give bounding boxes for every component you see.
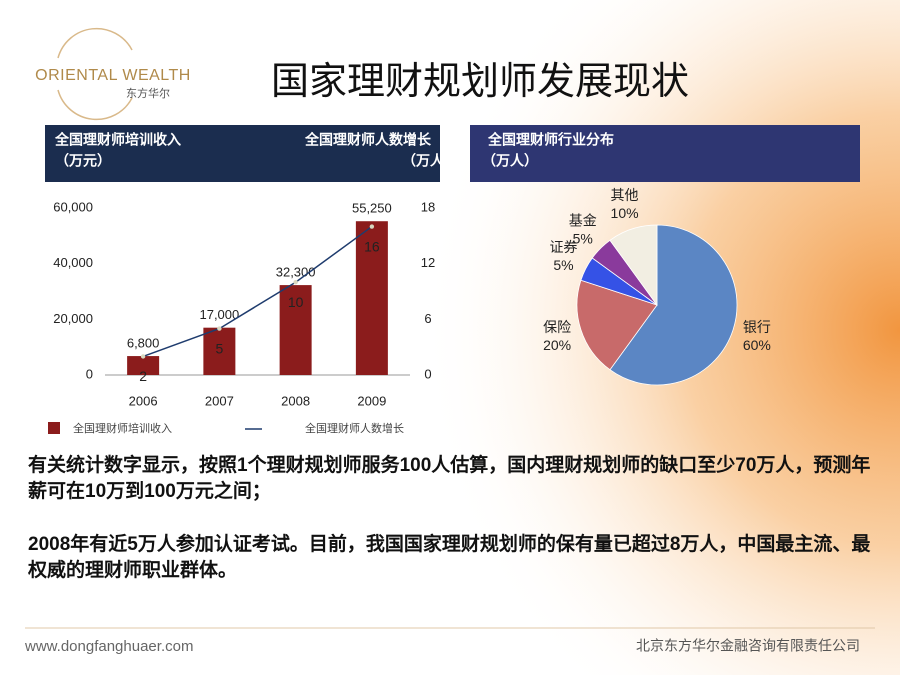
- y-tick-label: 40,000: [53, 255, 93, 270]
- pie-value-label: 10%: [611, 205, 639, 221]
- slide-title: 国家理财规划师发展现状: [271, 61, 689, 103]
- bar: [203, 327, 236, 375]
- legend-swatch: [48, 422, 60, 434]
- line-value-label: 10: [288, 294, 304, 310]
- y-tick-label: 20,000: [53, 311, 93, 326]
- chart-title: 全国理财师行业分布: [487, 132, 614, 148]
- line-value-label: 16: [364, 238, 380, 254]
- pie-value-label: 5%: [573, 230, 593, 246]
- value-label: 6,800: [127, 336, 160, 351]
- logo-name: ORIENTAL WEALTH: [35, 67, 191, 84]
- line-value-label: 5: [215, 340, 223, 356]
- pie-label: 银行: [743, 319, 771, 335]
- value-label: 17,000: [199, 307, 239, 322]
- y2-tick-label: 0: [424, 366, 431, 381]
- bar: [127, 356, 160, 375]
- chart-subtitle: （万人）: [482, 153, 538, 169]
- pie-slice: [576, 279, 658, 371]
- line-value-label: 2: [139, 368, 147, 384]
- line-point: [217, 326, 222, 331]
- paragraph: 有关统计数字显示，按照1个理财规划师服务100人估算，国内理财规划师的缺口至少7…: [28, 455, 871, 502]
- x-tick-label: 2007: [205, 393, 234, 408]
- chart-header: [45, 125, 440, 182]
- legend-label: 全国理财师培训收入: [73, 421, 172, 435]
- x-tick-label: 2006: [129, 393, 158, 408]
- chart-header: [470, 125, 860, 182]
- chart-title: 全国理财师培训收入: [54, 132, 181, 148]
- line-point: [293, 280, 298, 285]
- chart-subtitle: （万元）: [55, 153, 111, 169]
- pie-value-label: 60%: [743, 337, 771, 353]
- y2-tick-label: 12: [421, 255, 435, 270]
- value-label: 55,250: [352, 201, 392, 216]
- paragraph: 2008年有近5万人参加认证考试。目前，我国国家理财规划师的保有量已超过8万人，…: [28, 534, 871, 581]
- bar: [355, 221, 388, 375]
- bar: [279, 285, 312, 375]
- pie-label: 基金: [569, 212, 597, 228]
- pie-label: 保险: [543, 319, 571, 335]
- logo-arc: [57, 89, 133, 121]
- line-point: [369, 224, 375, 229]
- pie-value-label: 5%: [553, 257, 573, 273]
- y2-tick-label: 6: [424, 311, 431, 326]
- pie-slice: [609, 224, 658, 307]
- y-tick-label: 60,000: [53, 199, 93, 214]
- legend-label: 全国理财师人数增长: [305, 421, 404, 435]
- line: [142, 225, 373, 358]
- line-point: [140, 354, 146, 359]
- x-tick-label: 2009: [357, 393, 386, 408]
- footer-url: www.dongfanghuaer.com: [24, 638, 193, 655]
- footer-company: 北京东方华尔金融咨询有限责任公司: [636, 638, 860, 654]
- pie-slice: [609, 224, 738, 386]
- y2-tick-label: 18: [421, 199, 435, 214]
- logo-arc: [57, 27, 133, 59]
- logo-name-cn: 东方华尔: [126, 86, 170, 100]
- chart-subtitle: （万人）: [402, 153, 458, 169]
- pie-value-label: 20%: [543, 337, 571, 353]
- pie-label: 证券: [549, 239, 577, 255]
- pie-label: 其他: [611, 187, 639, 203]
- y-tick-label: 0: [86, 366, 93, 381]
- x-tick-label: 2008: [281, 393, 310, 408]
- chart-title: 全国理财师人数增长: [304, 132, 432, 148]
